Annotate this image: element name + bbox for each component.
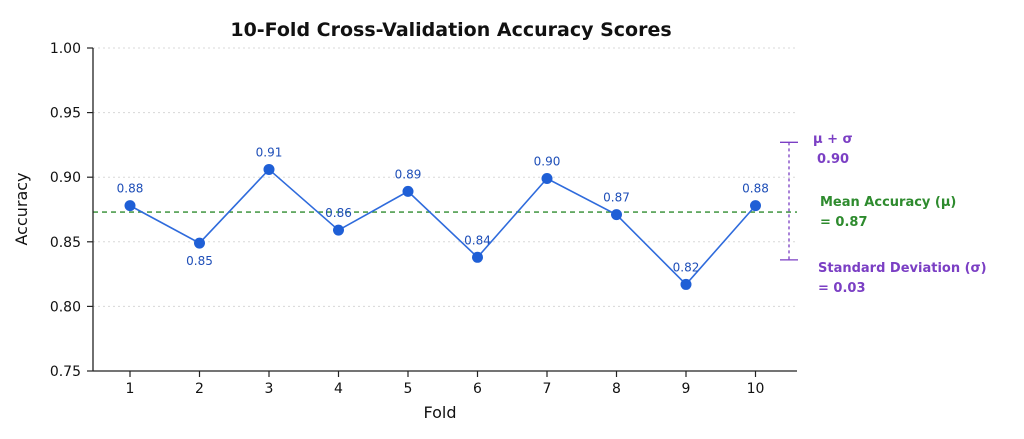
mean-value-label: = 0.87: [820, 215, 868, 230]
data-label: 0.88: [117, 182, 144, 196]
y-axis-label: Accuracy: [12, 172, 31, 245]
x-tick-label: 6: [473, 381, 482, 397]
data-label: 0.84: [464, 233, 491, 247]
data-point: [611, 209, 622, 221]
y-tick-label: 0.90: [50, 170, 81, 186]
x-tick-label: 3: [265, 381, 274, 397]
chart-title: 10-Fold Cross-Validation Accuracy Scores: [230, 19, 671, 41]
y-tick-label: 0.95: [50, 106, 81, 122]
data-point: [263, 163, 275, 175]
data-point: [124, 200, 136, 212]
data-label: 0.82: [673, 260, 700, 274]
data-point: [680, 278, 692, 290]
x-tick-label: 10: [747, 381, 765, 397]
data-point: [750, 200, 761, 212]
series-line-group: 0.88 0.85 0.91 0.86 0.89 0.84 0.90 0.87 0.82 0.88: [117, 145, 769, 290]
data-label: 0.86: [325, 206, 352, 220]
x-tick-label: 2: [195, 381, 204, 397]
data-point: [472, 251, 483, 263]
x-axis-label: Fold: [423, 403, 456, 422]
mean-label: Mean Accuracy (μ): [820, 195, 956, 210]
data-point: [333, 224, 344, 236]
data-point: [194, 237, 205, 249]
y-tick-label: 1.00: [50, 41, 81, 57]
mu-plus-sigma-value: 0.90: [817, 152, 849, 167]
x-tick-label: 8: [612, 381, 621, 397]
std-label: Standard Deviation (σ): [818, 261, 987, 276]
data-label: 0.91: [256, 145, 283, 159]
data-label: 0.88: [742, 182, 769, 196]
data-label: 0.89: [395, 167, 422, 181]
std-value-label: = 0.03: [818, 281, 866, 296]
x-tick-label: 1: [126, 381, 135, 397]
grid: [93, 47, 797, 307]
data-point: [402, 185, 414, 197]
x-tick-label: 5: [404, 381, 413, 397]
y-tick-label: 0.80: [50, 299, 81, 315]
accuracy-line: [129, 168, 757, 286]
data-point: [541, 172, 553, 184]
data-label: 0.87: [603, 191, 630, 205]
x-tick-label: 4: [334, 381, 343, 397]
y-tick-label: 0.75: [50, 364, 81, 380]
data-label: 0.85: [186, 254, 213, 268]
std-bracket-group: μ + σ 0.90 Standard Deviation (σ) = 0.03: [780, 132, 987, 296]
x-tick-label: 9: [682, 381, 691, 397]
x-tick-label: 7: [543, 381, 552, 397]
y-tick-label: 0.85: [50, 235, 81, 251]
mean-line-group: Mean Accuracy (μ) = 0.87: [93, 195, 956, 230]
data-label: 0.90: [534, 154, 561, 168]
axes: 0.75 0.80 0.85 0.90 0.95 1.00 1 2 3 4 5 6 7 8 9 10: [50, 41, 797, 397]
mu-plus-sigma-label: μ + σ: [813, 132, 853, 147]
